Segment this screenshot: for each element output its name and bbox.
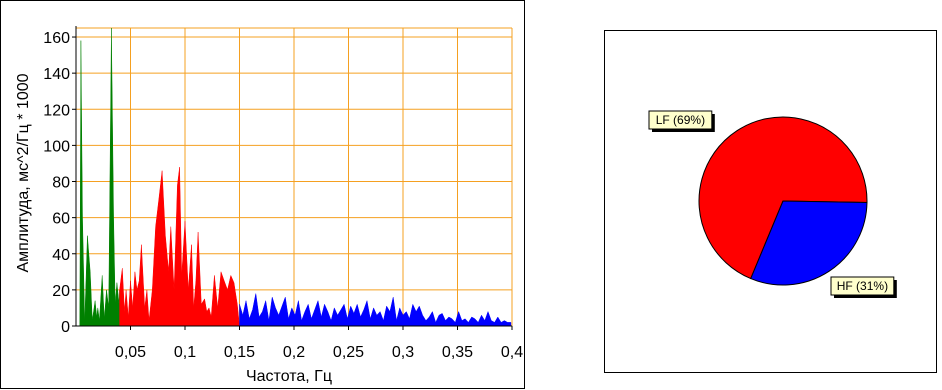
spectrum-areas xyxy=(79,27,512,327)
y-tick-label: 0 xyxy=(61,319,70,336)
spectrum-chart-panel: 0 20 40 60 80 100 120 140 160 0,05 0,1 0,15 0,2 0,25… xyxy=(0,0,525,389)
grid xyxy=(76,27,513,326)
pie-labels: LF (69%) HF (31%) xyxy=(648,110,897,298)
y-tick-label: 20 xyxy=(52,283,70,300)
pie-label-box xyxy=(830,276,895,296)
x-tick-label: 0,4 xyxy=(501,344,523,361)
x-tick-label: 0,25 xyxy=(333,344,364,361)
pie-slice-0 xyxy=(698,116,868,280)
y-tick-label: 100 xyxy=(43,138,70,155)
x-tick-label: 0,05 xyxy=(115,344,146,361)
pie-label-text: LF (69%) xyxy=(656,113,705,127)
pie-label-text: HF (31%) xyxy=(837,279,888,293)
x-tick-label: 0,1 xyxy=(174,344,196,361)
x-tick-label: 0,3 xyxy=(392,344,414,361)
spectrum-band-2 xyxy=(239,293,512,327)
y-tick-label: 160 xyxy=(43,30,70,47)
spectrum-band-1 xyxy=(119,166,240,327)
y-tick-label: 120 xyxy=(43,102,70,119)
x-tick-label: 0,2 xyxy=(283,344,305,361)
pie-chart: LF (69%) HF (31%) xyxy=(648,110,897,298)
x-tick-labels: 0,05 0,1 0,15 0,2 0,25 0,3 0,35 0,4 xyxy=(115,344,523,361)
y-axis-title: Амплитуда, мс^2/Гц * 1000 xyxy=(15,73,32,272)
y-tick-label: 80 xyxy=(52,175,70,192)
y-tick-label: 60 xyxy=(52,211,70,228)
x-axis-title: Частота, Гц xyxy=(246,368,332,385)
pie-label-box xyxy=(648,110,713,130)
x-tick-label: 0,15 xyxy=(224,344,255,361)
x-tick-label: 0,35 xyxy=(442,344,473,361)
pie-slice-1 xyxy=(750,200,868,286)
pie-chart-panel: LF (69%) HF (31%) xyxy=(604,30,937,373)
spectrum-band-0 xyxy=(79,27,120,327)
y-tick-labels: 0 20 40 60 80 100 120 140 160 xyxy=(43,30,70,336)
y-tick-label: 40 xyxy=(52,247,70,264)
pie-slices xyxy=(698,116,868,286)
spectrum-chart: 0 20 40 60 80 100 120 140 160 0,05 0,1 0,15 0,2 0,25… xyxy=(15,26,523,385)
axes xyxy=(72,26,513,330)
y-tick-label: 140 xyxy=(43,66,70,83)
